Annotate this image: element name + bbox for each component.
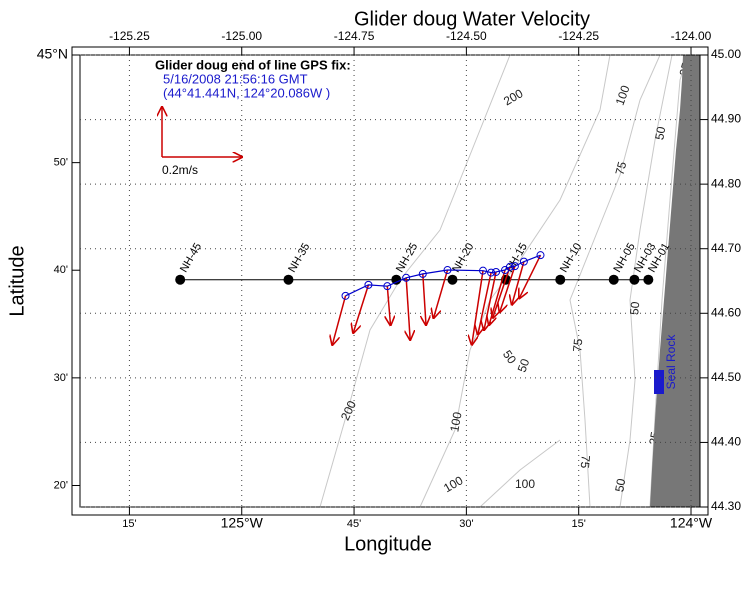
station (608, 274, 619, 285)
track-point (519, 257, 528, 266)
velocity-vector (512, 261, 525, 305)
contour-label: 75 (612, 160, 629, 177)
contour-label: 50 (652, 125, 668, 141)
track-point (402, 273, 411, 282)
velocity-vector (387, 286, 390, 325)
y-tick-label-left: 50' (54, 157, 68, 169)
track-point (510, 262, 519, 271)
annotation-time: 5/16/2008 21:56:16 GMT (163, 71, 308, 86)
x-axis-label: Longitude (344, 533, 432, 555)
track-point (364, 280, 373, 289)
track-point (418, 269, 427, 278)
x-tick-label-bottom: 45' (347, 518, 361, 530)
contour-label: 75 (578, 454, 593, 469)
place-label: Seal Rock (664, 334, 678, 390)
velocity-vector (406, 277, 410, 340)
velocity-vector (493, 266, 511, 318)
contour-label: 50 (627, 301, 642, 316)
contour-line (479, 439, 561, 508)
station (175, 274, 186, 285)
y-tick-label-right: 45.00 (711, 47, 741, 61)
x-tick-label-top: -124.00 (671, 29, 712, 43)
track-point (536, 251, 545, 260)
track-point (341, 291, 350, 300)
y-tick-label-left: 40' (54, 264, 68, 276)
x-tick-label-bottom: 15' (122, 518, 136, 530)
track-point (505, 262, 514, 271)
station (447, 274, 458, 285)
y-tick-label-right: 44.80 (711, 176, 741, 190)
contour-label: 50 (612, 477, 628, 493)
scale-label: 0.2m/s (162, 163, 198, 177)
x-tick-label-top: -124.50 (446, 29, 487, 43)
y-tick-label-left: 30' (54, 372, 68, 384)
x-tick-label-top: -125.25 (109, 29, 150, 43)
velocity-vector (519, 254, 542, 298)
contour-label: 50 (515, 356, 533, 374)
velocity-vector (472, 270, 484, 345)
y-tick-label-left: 20' (54, 479, 68, 491)
seal-rock-marker (654, 370, 664, 394)
x-tick-label-top: -124.75 (334, 29, 375, 43)
y-tick-label-right: 44.50 (711, 370, 741, 384)
velocity-vector (434, 269, 449, 318)
velocity-vector (423, 273, 426, 325)
annotation-heading: Glider doug end of line GPS fix: (155, 57, 351, 72)
x-tick-label-bottom: 124°W (670, 515, 713, 531)
x-tick-label-bottom: 125°W (221, 515, 264, 531)
contour-label: 100 (613, 83, 633, 107)
contour-label: 75 (570, 338, 585, 353)
contour-label: 100 (515, 477, 535, 491)
y-tick-label-right: 44.30 (711, 499, 741, 513)
outer-frame (71, 46, 709, 516)
y-axis-label: Latitude (6, 245, 28, 316)
contour-line (649, 54, 689, 508)
contour-line (569, 54, 661, 508)
track-point (487, 268, 496, 277)
annotation-position: (44°41.441N, 124°20.086W ) (163, 85, 330, 100)
velocity-vector (332, 295, 347, 345)
contour-line (619, 54, 673, 508)
velocity-vector (353, 284, 370, 333)
y-tick-label-left: 45°N (37, 46, 68, 62)
track-point (383, 282, 392, 291)
chart-title: Glider doug Water Velocity (354, 8, 590, 30)
x-tick-label-bottom: 15' (572, 518, 586, 530)
station (555, 274, 566, 285)
track-point (479, 266, 487, 275)
y-tick-label-right: 44.70 (711, 241, 741, 255)
contour-label: 100 (447, 411, 464, 433)
track-point (443, 266, 452, 275)
station (629, 274, 640, 285)
y-tick-label-right: 44.40 (711, 435, 741, 449)
x-tick-label-bottom: 30' (459, 518, 473, 530)
station (283, 274, 294, 285)
station (643, 274, 654, 285)
y-tick-label-right: 44.60 (711, 305, 741, 319)
x-tick-label-top: -125.00 (221, 29, 262, 43)
track-point (492, 267, 501, 276)
velocity-vector (500, 265, 516, 312)
x-tick-label-top: -124.25 (558, 29, 599, 43)
y-tick-label-right: 44.90 (711, 112, 741, 126)
station (391, 274, 402, 285)
